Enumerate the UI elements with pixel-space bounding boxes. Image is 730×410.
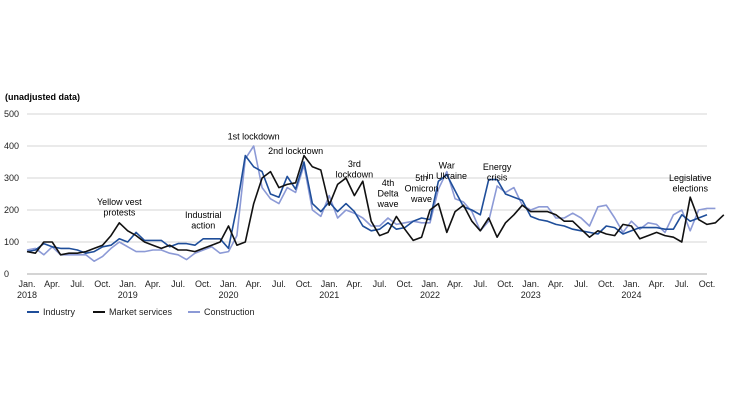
x-tick-label: Jan.	[421, 279, 438, 289]
x-tick-label: Jan.	[623, 279, 640, 289]
legend-label: Market services	[109, 307, 173, 317]
annotation: Yellow vest protests	[97, 197, 142, 218]
annotation: 4th Delta wave	[376, 178, 398, 209]
x-tick-label: Oct.	[397, 279, 414, 289]
x-tick-label: Jan.	[18, 279, 35, 289]
x-tick-label: Jul.	[473, 279, 487, 289]
x-tick-label: Oct.	[598, 279, 615, 289]
chart-subtitle: (unadjusted data)	[5, 92, 80, 102]
x-tick-label: Apr.	[649, 279, 665, 289]
x-tick-label: Apr.	[346, 279, 362, 289]
x-tick-label: Jul.	[272, 279, 286, 289]
y-tick-label: 500	[4, 109, 19, 119]
y-tick-label: 200	[4, 205, 19, 215]
x-year-label: 2021	[319, 290, 339, 300]
annotation: Energy crisis	[483, 162, 512, 183]
y-tick-label: 300	[4, 173, 19, 183]
x-tick-label: Jul.	[171, 279, 185, 289]
annotation: War in Ukraine	[426, 160, 467, 181]
x-tick-label: Jul.	[675, 279, 689, 289]
x-year-label: 2022	[420, 290, 440, 300]
x-tick-label: Apr.	[548, 279, 564, 289]
x-tick-label: Jul.	[574, 279, 588, 289]
series-line-construction	[26, 145, 716, 263]
x-tick-label: Apr.	[246, 279, 262, 289]
x-tick-label: Oct.	[195, 279, 212, 289]
x-year-label: 2023	[521, 290, 541, 300]
x-tick-label: Jan.	[220, 279, 237, 289]
annotation: Legislative elections	[669, 173, 712, 194]
x-tick-label: Oct.	[699, 279, 716, 289]
annotation: 1st lockdown	[228, 132, 280, 142]
y-tick-label: 400	[4, 141, 19, 151]
legend: Industry Market services Construction	[27, 307, 255, 317]
x-tick-label: Jul.	[373, 279, 387, 289]
x-year-label: 2018	[17, 290, 37, 300]
annotation: 2nd lockdown	[268, 146, 323, 156]
x-tick-label: Apr.	[145, 279, 161, 289]
annotations: Yellow vest protests Industrial action 1st l…	[97, 132, 711, 231]
x-tick-label: Oct.	[497, 279, 514, 289]
x-tick-label: Jul.	[70, 279, 84, 289]
legend-label: Industry	[43, 307, 76, 317]
x-tick-label: Oct.	[94, 279, 111, 289]
y-axis: 0 100 200 300 400 500	[4, 109, 19, 279]
annotation: 3rd lockdown	[336, 159, 374, 180]
x-tick-label: Apr.	[447, 279, 463, 289]
legend-label: Construction	[204, 307, 255, 317]
x-year-label: 2020	[218, 290, 238, 300]
gridlines	[27, 113, 707, 275]
x-tick-label: Jan.	[522, 279, 539, 289]
x-tick-label: Jan.	[321, 279, 338, 289]
x-year-label: 2024	[621, 290, 641, 300]
series-lines	[26, 145, 725, 263]
x-tick-label: Apr.	[44, 279, 60, 289]
y-tick-label: 100	[4, 237, 19, 247]
y-tick-label: 0	[4, 269, 9, 279]
annotation: Industrial action	[185, 210, 222, 231]
x-year-label: 2019	[118, 290, 138, 300]
x-axis: Jan. Apr. Jul. Oct. Jan. Apr. Jul. Oct. Jan. Apr.…	[17, 273, 716, 300]
series-line-market-services	[26, 154, 725, 256]
annotation: 5th Omicron wave	[405, 173, 439, 204]
x-tick-label: Oct.	[296, 279, 313, 289]
x-tick-label: Jan.	[119, 279, 136, 289]
